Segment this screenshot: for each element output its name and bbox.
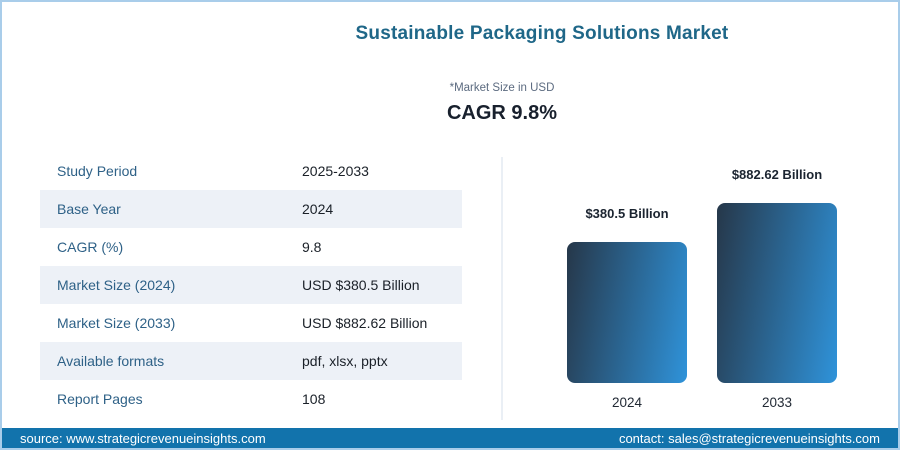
bar-group-2024: $380.5 Billion 2024 xyxy=(557,206,697,410)
row-value: 9.8 xyxy=(302,239,322,255)
bar-value-label: $882.62 Billion xyxy=(731,167,823,182)
vertical-divider xyxy=(501,157,503,420)
row-value: 2024 xyxy=(302,201,334,217)
bar-value-label: $380.5 Billion xyxy=(585,206,669,221)
table-row: Study Period 2025-2033 xyxy=(40,152,462,190)
page-title: Sustainable Packaging Solutions Market xyxy=(355,23,729,44)
bar-group-2033: $882.62 Billion 2033 xyxy=(707,167,847,410)
row-value: USD $882.62 Billion xyxy=(302,315,428,331)
market-size-note: *Market Size in USD xyxy=(449,82,555,94)
row-value: USD $380.5 Billion xyxy=(302,277,420,293)
table-row: CAGR (%) 9.8 xyxy=(40,228,462,266)
footer-bar: source: www.strategicrevenueinsights.com… xyxy=(2,428,898,448)
bar-2024 xyxy=(567,242,687,383)
row-value: pdf, xlsx, pptx xyxy=(302,353,388,369)
row-value: 2025-2033 xyxy=(302,163,369,179)
table-row: Report Pages 108 xyxy=(40,380,462,418)
row-label: CAGR (%) xyxy=(57,239,124,255)
bar-category-label: 2024 xyxy=(611,395,643,410)
row-label: Base Year xyxy=(57,201,121,217)
bar-category-label: 2033 xyxy=(761,395,793,410)
table-row: Base Year 2024 xyxy=(40,190,462,228)
market-size-bar-chart: $380.5 Billion 2024 $882.62 Billion 2033 xyxy=(502,152,898,410)
row-label: Available formats xyxy=(57,353,165,369)
table-row: Market Size (2033) USD $882.62 Billion xyxy=(40,304,462,342)
footer-source: source: www.strategicrevenueinsights.com xyxy=(20,430,266,446)
table-row: Available formats pdf, xlsx, pptx xyxy=(40,342,462,380)
row-label: Market Size (2033) xyxy=(57,315,176,331)
cagr-headline: CAGR 9.8% xyxy=(446,102,558,124)
table-row: Market Size (2024) USD $380.5 Billion xyxy=(40,266,462,304)
report-spec-table: Study Period 2025-2033 Base Year 2024 CA… xyxy=(40,152,462,418)
footer-contact: contact: sales@strategicrevenueinsights.… xyxy=(618,430,880,446)
bar-2033 xyxy=(717,203,837,383)
row-label: Market Size (2024) xyxy=(57,277,176,293)
row-value: 108 xyxy=(302,391,326,407)
row-label: Study Period xyxy=(57,163,138,179)
row-label: Report Pages xyxy=(57,391,143,407)
